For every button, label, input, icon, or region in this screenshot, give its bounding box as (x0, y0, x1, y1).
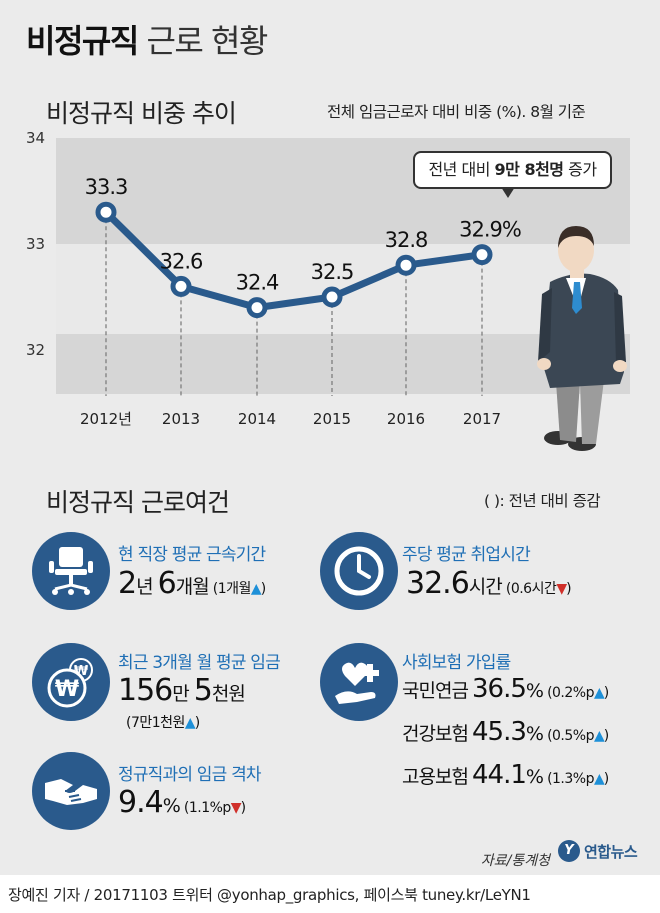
insurance-value: 44.1 (472, 760, 527, 790)
tenure-label: 현 직장 평균 근속기간 (118, 545, 266, 565)
data-point (246, 297, 268, 319)
data-label: 32.8 (385, 228, 428, 252)
series-line (102, 208, 486, 312)
y-tick-label: 34 (26, 129, 45, 147)
gap-unit: % (162, 795, 181, 817)
logo-mark: Y (558, 840, 580, 862)
credit-line: 장예진 기자 / 20171103 트위터 @yonhap_graphics, … (8, 886, 531, 904)
tenure-value: 2년 6개월 (1개월▲) (118, 566, 266, 601)
insurance-label: 사회보험 가입률 (402, 653, 511, 673)
tenure-years-unit: 년 (136, 576, 158, 598)
hours-value: 32.6시간 (0.6시간▼) (406, 566, 572, 601)
x-tick-label: 2014 (238, 410, 276, 428)
gap-label: 정규직과의 임금 격차 (118, 765, 262, 785)
y-tick-label: 32 (26, 341, 45, 359)
tenure-months: 6 (157, 566, 177, 601)
insurance-change: (0.5%p (547, 728, 594, 744)
page-title: 비정규직 근로 현황 (26, 16, 268, 62)
wage-label: 최근 3개월 월 평균 임금 (118, 653, 281, 673)
logo-text: 연합뉴스 (584, 842, 638, 861)
data-label: 32.4 (236, 271, 279, 295)
data-label: 32.5 (311, 260, 354, 284)
tenure-arrow: ▲ (250, 581, 262, 597)
wage-arrow: ▲ (184, 715, 196, 731)
hours-number: 32.6 (406, 566, 470, 601)
office-chair-icon (32, 532, 110, 610)
callout-bubble: 전년 대비 9만 8천명 증가 (413, 151, 612, 198)
callout-post: 증가 (563, 160, 597, 179)
tenure-years: 2 (118, 566, 137, 601)
wage-cheon: 5 (193, 673, 213, 708)
y-tick-label: 33 (26, 235, 45, 253)
trend-section-title: 비정규직 비중 추이 (46, 99, 237, 128)
handshake-icon (32, 752, 110, 830)
wage-change: (7만1천원 (126, 715, 185, 731)
insurance-row: 국민연금 36.5% (0.2%p▲) (402, 674, 609, 704)
tenure-change: (1개월 (212, 581, 252, 597)
insurance-row: 건강보험 45.3% (0.5%p▲) (402, 717, 609, 747)
insurance-unit: % (525, 680, 544, 702)
callout-bold: 9만 8천명 (494, 160, 565, 179)
data-point (395, 254, 417, 276)
heart-plus-hand-icon (320, 643, 398, 721)
wage-cheon-unit: 천원 (211, 683, 246, 705)
gap-arrow: ▼ (230, 800, 242, 816)
won-coins-icon: ₩ ₩ (32, 643, 110, 721)
source-note: 자료/통계청 (480, 853, 550, 869)
wage-value: 156만 5천원 (118, 673, 246, 708)
x-tick-label: 2017 (463, 410, 501, 428)
data-point (321, 286, 343, 308)
conditions-section-title: 비정규직 근로여건 (46, 488, 230, 517)
gap-change: (1.1%p (183, 800, 231, 816)
gap-value: 9.4% (1.1%p▼) (118, 785, 246, 820)
wage-man-unit: 만 (172, 683, 194, 705)
clock-icon (320, 532, 398, 610)
data-point (95, 201, 117, 223)
x-tick-label: 2016 (387, 410, 425, 428)
data-label: 32.6 (160, 249, 203, 273)
insurance-name: 고용보험 (402, 766, 469, 788)
page-title-bold: 비정규직 (26, 22, 139, 60)
businessman-illustration (537, 226, 627, 451)
insurance-value: 45.3 (472, 717, 527, 747)
callout-pre: 전년 대비 (428, 160, 495, 179)
hours-change: (0.6시간 (505, 581, 557, 597)
band-dark-bottom (56, 334, 630, 394)
insurance-row: 고용보험 44.1% (1.3%p▲) (402, 760, 609, 790)
insurance-value: 36.5 (472, 674, 527, 704)
insurance-arrow: ▲ (593, 771, 605, 787)
hours-unit: 시간 (468, 576, 503, 598)
insurance-arrow: ▲ (593, 685, 605, 701)
insurance-unit: % (525, 723, 544, 745)
conditions-note: ( ): 전년 대비 증감 (484, 492, 601, 510)
insurance-name: 건강보험 (402, 723, 469, 745)
tenure-months-unit: 개월 (175, 576, 210, 598)
insurance-arrow: ▲ (593, 728, 605, 744)
insurance-name: 국민연금 (402, 680, 469, 702)
yonhap-logo: Y 연합뉴스 (558, 840, 638, 862)
data-label: 33.3 (85, 175, 128, 199)
insurance-change: (1.3%p (547, 771, 594, 787)
page-title-rest: 근로 현황 (146, 22, 268, 60)
hours-arrow: ▼ (556, 581, 567, 597)
insurance-change: (0.2%p (547, 685, 594, 701)
wage-man: 156 (118, 673, 173, 708)
insurance-unit: % (525, 766, 544, 788)
wage-change-line: (7만1천원▲) (126, 715, 200, 731)
trend-note: 전체 임금근로자 대비 비중 (%). 8월 기준 (327, 103, 586, 121)
data-point (471, 244, 493, 266)
gap-number: 9.4 (118, 785, 164, 820)
x-tick-label: 2015 (313, 410, 351, 428)
data-point (170, 275, 192, 297)
x-tick-label: 2012년 (80, 410, 132, 428)
hours-label: 주당 평균 취업시간 (402, 545, 531, 565)
x-tick-label: 2013 (162, 410, 200, 428)
svg-text:₩: ₩ (55, 677, 79, 702)
data-label: 32.9% (459, 218, 521, 242)
